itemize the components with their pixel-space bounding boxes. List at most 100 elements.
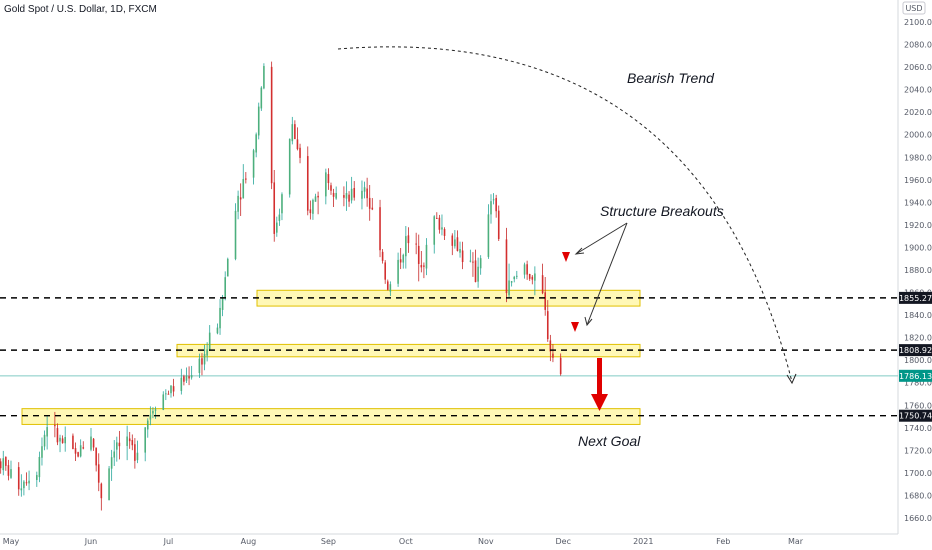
candle-body[interactable] xyxy=(423,265,425,267)
candle-body[interactable] xyxy=(510,281,513,283)
candle-body[interactable] xyxy=(335,192,337,199)
candle-body[interactable] xyxy=(397,259,399,284)
candle-body[interactable] xyxy=(459,249,461,253)
candle-body[interactable] xyxy=(72,435,74,450)
candle-body[interactable] xyxy=(64,436,66,444)
candle-body[interactable] xyxy=(306,156,309,211)
candle-body[interactable] xyxy=(198,358,201,374)
candle-body[interactable] xyxy=(190,375,193,378)
candle-body[interactable] xyxy=(97,464,100,483)
candle-body[interactable] xyxy=(170,385,172,394)
candle-body[interactable] xyxy=(242,179,245,199)
candle-body[interactable] xyxy=(252,150,255,178)
candle-body[interactable] xyxy=(479,258,482,269)
candle-body[interactable] xyxy=(239,197,242,200)
candle-body[interactable] xyxy=(368,197,371,209)
candle-body[interactable] xyxy=(407,235,410,244)
candle-body[interactable] xyxy=(201,358,203,365)
candle-body[interactable] xyxy=(477,266,479,282)
candle-body[interactable] xyxy=(237,195,239,212)
candle-body[interactable] xyxy=(497,210,500,240)
candle-body[interactable] xyxy=(221,296,224,310)
candle-body[interactable] xyxy=(263,66,265,89)
candle-body[interactable] xyxy=(82,447,85,449)
candle-body[interactable] xyxy=(379,207,381,251)
candle-body[interactable] xyxy=(0,461,2,469)
candle-body[interactable] xyxy=(167,393,170,395)
candle-body[interactable] xyxy=(95,447,97,466)
candle-body[interactable] xyxy=(492,199,495,201)
candle-body[interactable] xyxy=(154,409,157,411)
candle-body[interactable] xyxy=(456,237,459,251)
candle-body[interactable] xyxy=(332,192,335,197)
candle-body[interactable] xyxy=(415,243,417,245)
candle-body[interactable] xyxy=(472,261,474,263)
candle-body[interactable] xyxy=(116,442,118,450)
candle-body[interactable] xyxy=(371,207,374,210)
candle-body[interactable] xyxy=(325,172,327,197)
candle-body[interactable] xyxy=(363,187,366,192)
candle-body[interactable] xyxy=(10,469,12,478)
candle-body[interactable] xyxy=(180,377,183,391)
candle-body[interactable] xyxy=(516,275,518,277)
candle-body[interactable] xyxy=(490,201,492,215)
candle-body[interactable] xyxy=(61,438,64,444)
candle-body[interactable] xyxy=(384,262,386,280)
candle-body[interactable] xyxy=(386,281,389,290)
candle-body[interactable] xyxy=(134,444,136,461)
candle-body[interactable] xyxy=(389,284,392,292)
candle-body[interactable] xyxy=(172,386,175,392)
candle-body[interactable] xyxy=(299,147,301,158)
candle-body[interactable] xyxy=(461,250,464,263)
candle-body[interactable] xyxy=(526,264,528,275)
candle-body[interactable] xyxy=(559,357,562,375)
candle-body[interactable] xyxy=(245,178,247,180)
candle-body[interactable] xyxy=(443,229,446,236)
candle-body[interactable] xyxy=(505,239,508,294)
candle-body[interactable] xyxy=(185,375,188,381)
candle-body[interactable] xyxy=(278,214,281,221)
candle-body[interactable] xyxy=(438,217,441,230)
candle-body[interactable] xyxy=(36,475,38,481)
candle-body[interactable] xyxy=(327,174,330,184)
candle-body[interactable] xyxy=(257,106,260,136)
candle-body[interactable] xyxy=(273,182,276,234)
candle-body[interactable] xyxy=(523,264,526,275)
candle-body[interactable] xyxy=(152,411,154,414)
candle-body[interactable] xyxy=(92,438,95,448)
candle-body[interactable] xyxy=(441,227,443,230)
candle-body[interactable] xyxy=(330,185,332,191)
candle-body[interactable] xyxy=(281,194,283,214)
candle-body[interactable] xyxy=(474,260,477,282)
candle-body[interactable] xyxy=(110,457,113,469)
candle-body[interactable] xyxy=(544,292,546,310)
candle-body[interactable] xyxy=(188,376,190,379)
candle-body[interactable] xyxy=(74,448,77,454)
candle-body[interactable] xyxy=(208,332,211,350)
candle-body[interactable] xyxy=(270,66,273,184)
candle-body[interactable] xyxy=(128,438,131,442)
candle-body[interactable] xyxy=(294,124,296,140)
candle-body[interactable] xyxy=(487,214,490,257)
candle-body[interactable] xyxy=(5,456,7,466)
candle-body[interactable] xyxy=(402,254,405,263)
candle-body[interactable] xyxy=(43,434,46,447)
candle-body[interactable] xyxy=(454,239,456,247)
candle-body[interactable] xyxy=(28,480,30,484)
candle-body[interactable] xyxy=(23,481,25,489)
candle-body[interactable] xyxy=(2,458,5,471)
candle-body[interactable] xyxy=(20,488,23,491)
candle-body[interactable] xyxy=(296,139,299,150)
candle-body[interactable] xyxy=(531,276,534,280)
candle-body[interactable] xyxy=(219,307,221,329)
candle-body[interactable] xyxy=(59,437,61,442)
candle-body[interactable] xyxy=(399,259,402,263)
candle-body[interactable] xyxy=(41,446,43,458)
candle-body[interactable] xyxy=(366,188,368,199)
candle-body[interactable] xyxy=(17,467,20,490)
candle-body[interactable] xyxy=(118,442,121,447)
candle-body[interactable] xyxy=(162,394,165,410)
candle-body[interactable] xyxy=(234,210,237,260)
candle-body[interactable] xyxy=(495,198,497,212)
